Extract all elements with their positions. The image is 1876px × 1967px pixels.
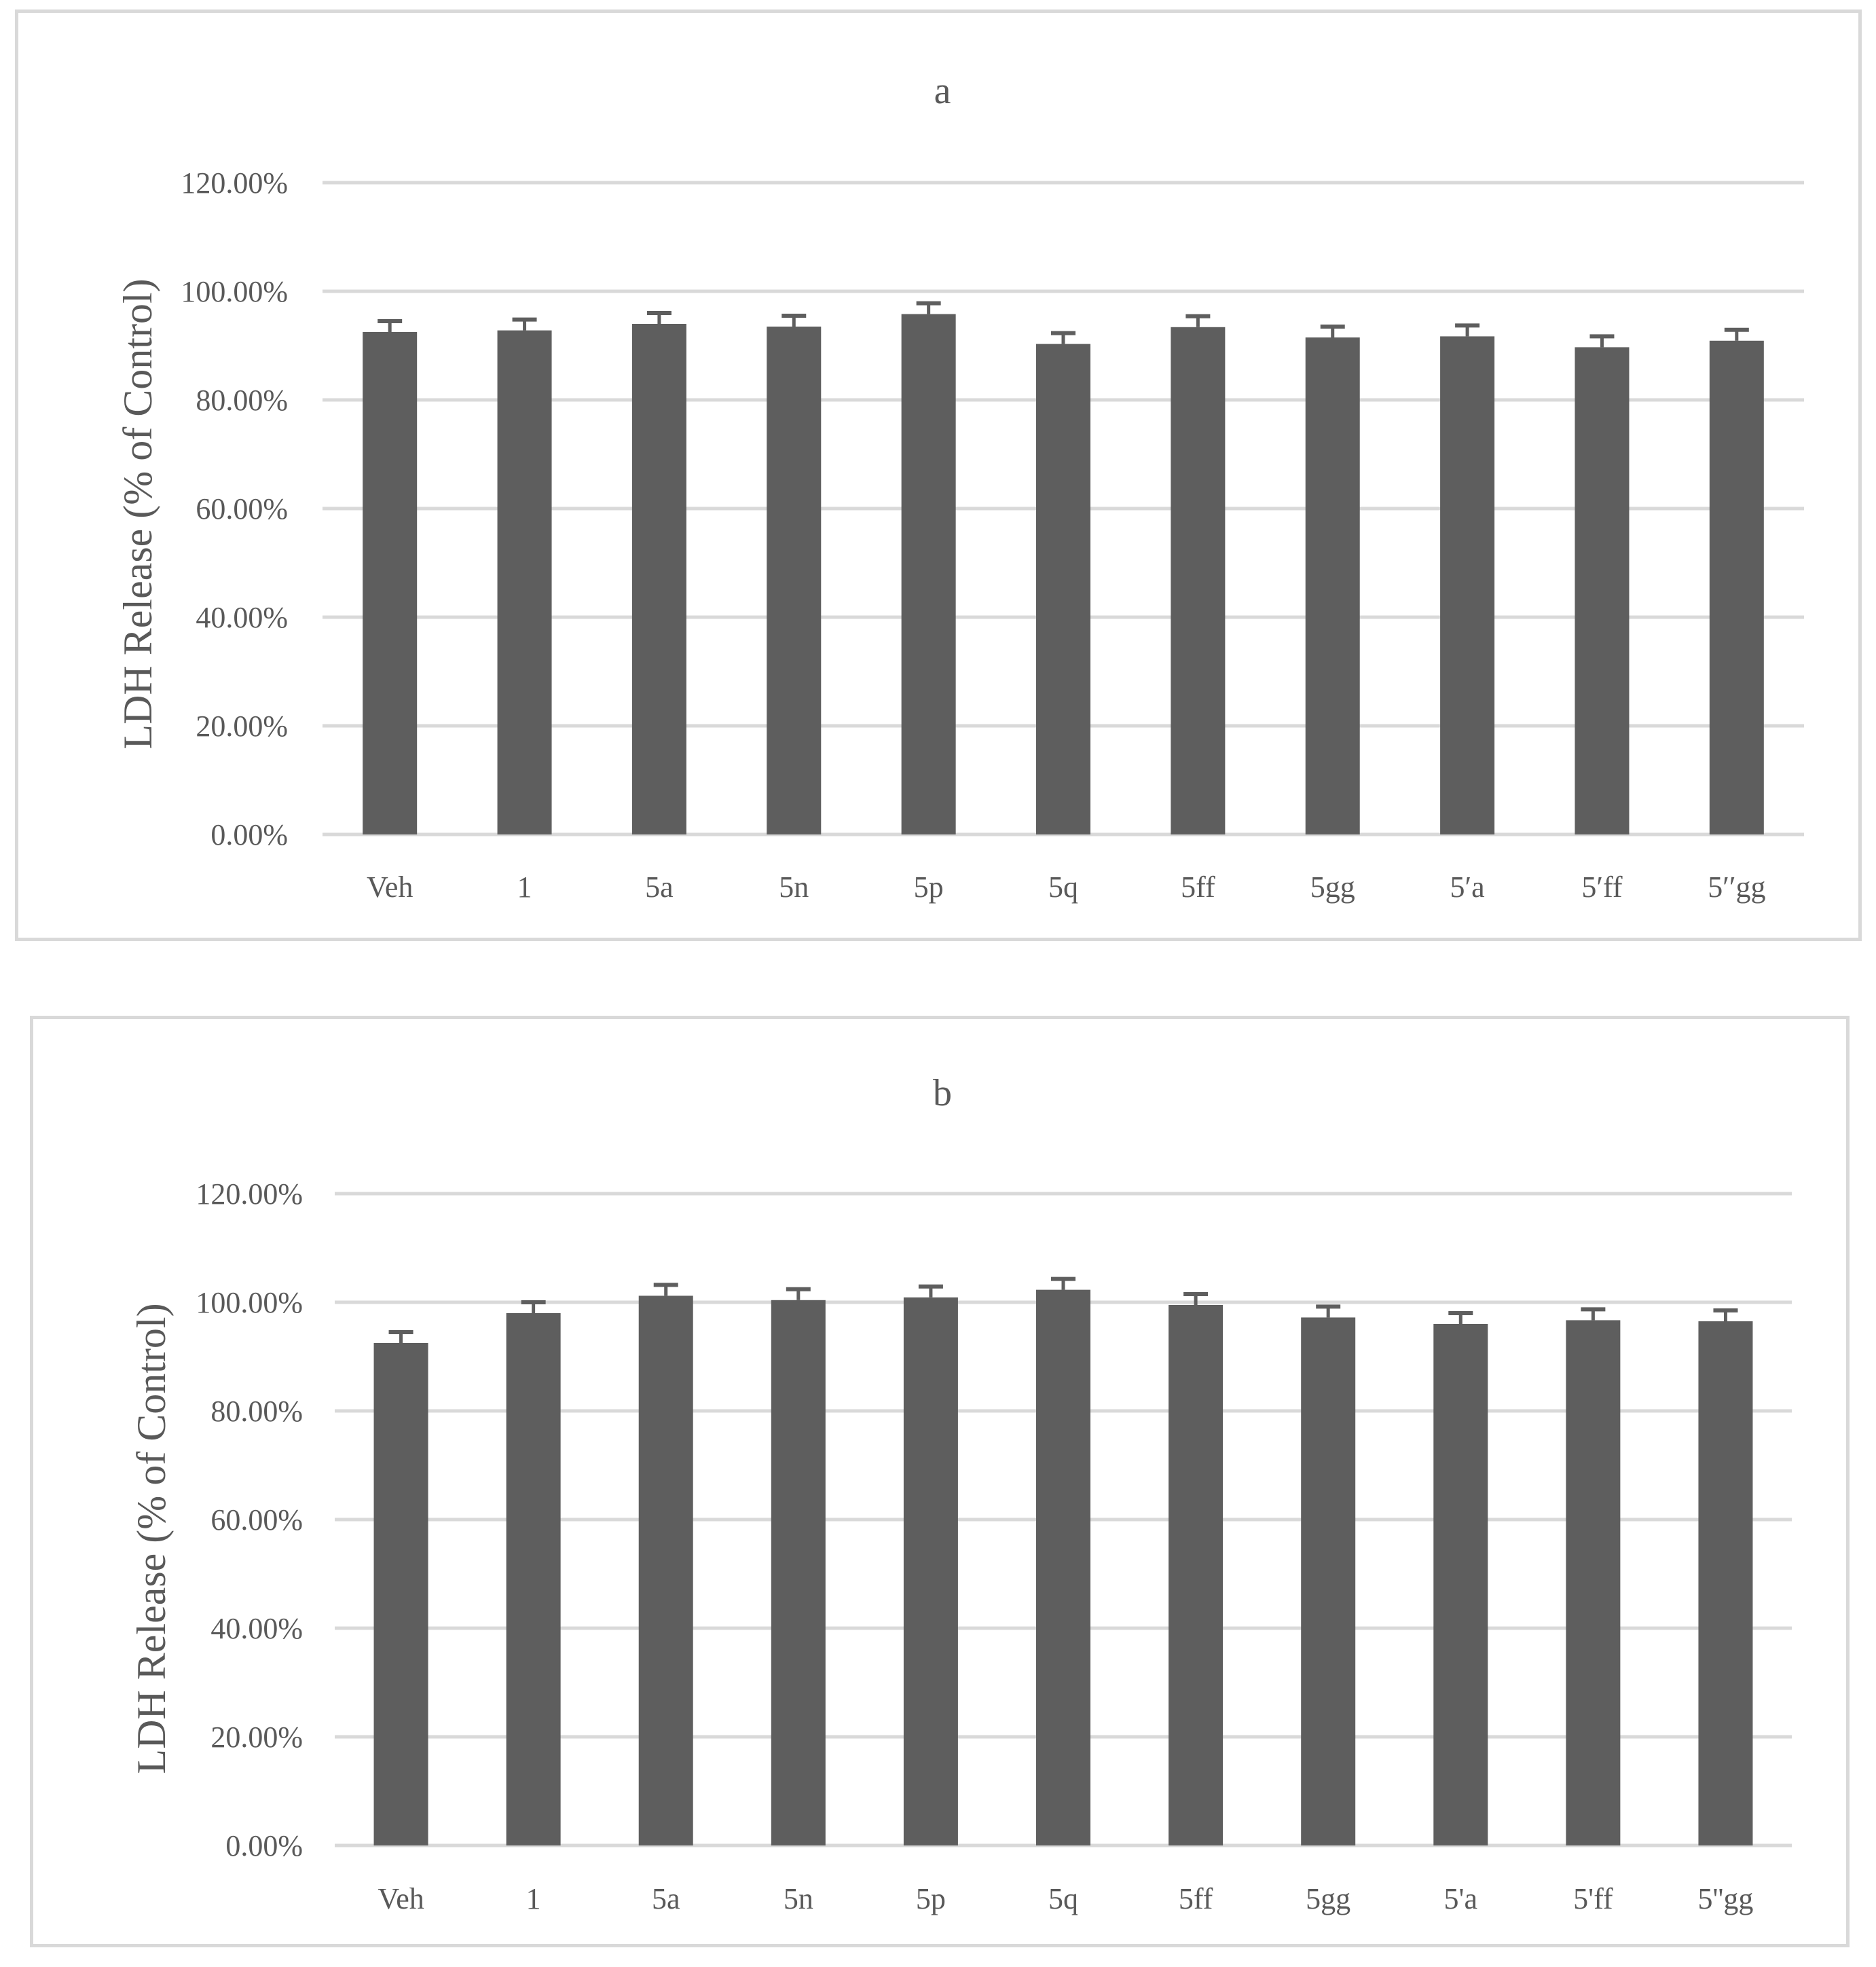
chart-a-category-label: 5gg [1310, 870, 1355, 904]
chart-b-bar [771, 1300, 826, 1845]
chart-b-bar [638, 1295, 693, 1845]
chart-b-category-label: 5'a [1444, 1882, 1477, 1915]
chart-b-bar [1036, 1289, 1090, 1845]
chart-a-bar [497, 330, 552, 835]
chart-a-bar [1305, 337, 1360, 834]
chart-b-bar [1169, 1305, 1224, 1845]
chart-a-category-label: 1 [517, 870, 532, 904]
chart-b-ytick-label: 40.00% [210, 1612, 303, 1645]
chart-a-ytick-label: 20.00% [196, 710, 288, 743]
chart-a-errorbars [378, 301, 1749, 348]
chart-a-svg: a LDH Release (% of Control) 0.00% 20.00%… [115, 70, 1804, 904]
chart-b-category-label: 5gg [1306, 1882, 1350, 1915]
chart-b-bar [506, 1313, 561, 1845]
chart-a-category-label: 5q [1048, 870, 1078, 904]
chart-a-ylabel: LDH Release (% of Control) [115, 278, 160, 749]
chart-b-bar [373, 1343, 428, 1845]
chart-b-ytick-label: 20.00% [210, 1721, 303, 1754]
chart-a-category-label: 5′ff [1581, 870, 1622, 904]
chart-b-bars [373, 1289, 1753, 1845]
chart-b-svg: b LDH Release (% of Control) 0.00% 20.00%… [129, 1072, 1792, 1915]
chart-a-bar [1709, 340, 1764, 834]
chart-a-category-label: 5′a [1450, 870, 1485, 904]
chart-b-errorbars [388, 1276, 1738, 1343]
chart-a-categories: Veh 1 5a 5n 5p 5q 5ff 5gg 5′a 5′ff 5′′gg [367, 870, 1765, 904]
chart-a-category-label: 5′′gg [1708, 870, 1765, 904]
chart-b-category-label: 5n [784, 1882, 813, 1915]
chart-b-category-label: 5''gg [1698, 1882, 1754, 1915]
chart-a-bar [1036, 344, 1090, 835]
chart-panel-b: b LDH Release (% of Control) 0.00% 20.00%… [30, 1016, 1850, 1947]
chart-a-bars [363, 314, 1764, 835]
chart-b-category-label: 5p [916, 1882, 946, 1915]
chart-a-title: a [934, 70, 951, 112]
chart-b-ytick-label: 80.00% [210, 1395, 303, 1428]
chart-b-bar [903, 1297, 958, 1845]
chart-b-bar [1566, 1320, 1621, 1845]
chart-a-ytick-label: 0.00% [210, 818, 288, 851]
chart-a-ytick-label: 100.00% [181, 275, 288, 308]
chart-a-category-label: Veh [367, 870, 413, 904]
chart-b-title: b [933, 1072, 952, 1114]
chart-b-category-label: 5ff [1179, 1882, 1213, 1915]
chart-a-ytick-label: 60.00% [196, 492, 288, 526]
chart-a-category-label: 5n [779, 870, 809, 904]
chart-a-bar [1171, 327, 1226, 834]
chart-a-category-label: 5ff [1181, 870, 1215, 904]
chart-a-bar [767, 327, 822, 834]
chart-b-ylabel: LDH Release (% of Control) [129, 1303, 174, 1773]
chart-b-categories: Veh 1 5a 5n 5p 5q 5ff 5gg 5'a 5'ff 5''gg [378, 1882, 1753, 1915]
chart-b-ytick-label: 120.00% [196, 1177, 303, 1211]
chart-b-ytick-label: 0.00% [225, 1829, 303, 1862]
chart-b-category-label: 5a [652, 1882, 680, 1915]
chart-a-ytick-label: 40.00% [196, 601, 288, 634]
chart-b-ytick-label: 60.00% [210, 1503, 303, 1537]
chart-a-ytick-label: 80.00% [196, 384, 288, 417]
chart-a-bar [1440, 336, 1495, 834]
chart-b-category-label: 1 [526, 1882, 541, 1915]
chart-b-category-label: Veh [378, 1882, 424, 1915]
chart-b-bar [1433, 1324, 1488, 1845]
chart-b-bar [1698, 1321, 1753, 1845]
chart-b-ytick-label: 100.00% [196, 1286, 303, 1319]
chart-a-ytick-label: 120.00% [181, 166, 288, 200]
chart-panel-a: a LDH Release (% of Control) 0.00% 20.00%… [15, 10, 1862, 941]
chart-a-bar [901, 314, 956, 835]
chart-b-category-label: 5q [1048, 1882, 1078, 1915]
chart-b-yticks: 0.00% 20.00% 40.00% 60.00% 80.00% 100.00% 120.… [196, 1177, 303, 1862]
chart-a-category-label: 5a [645, 870, 674, 904]
chart-a-bar [631, 324, 686, 834]
chart-a-bar [363, 332, 418, 834]
chart-a-yticks: 0.00% 20.00% 40.00% 60.00% 80.00% 100.00% 120.… [181, 166, 288, 851]
chart-a-category-label: 5p [914, 870, 944, 904]
chart-a-bar [1575, 347, 1630, 834]
chart-b-category-label: 5'ff [1573, 1882, 1613, 1915]
chart-b-bar [1301, 1317, 1356, 1845]
